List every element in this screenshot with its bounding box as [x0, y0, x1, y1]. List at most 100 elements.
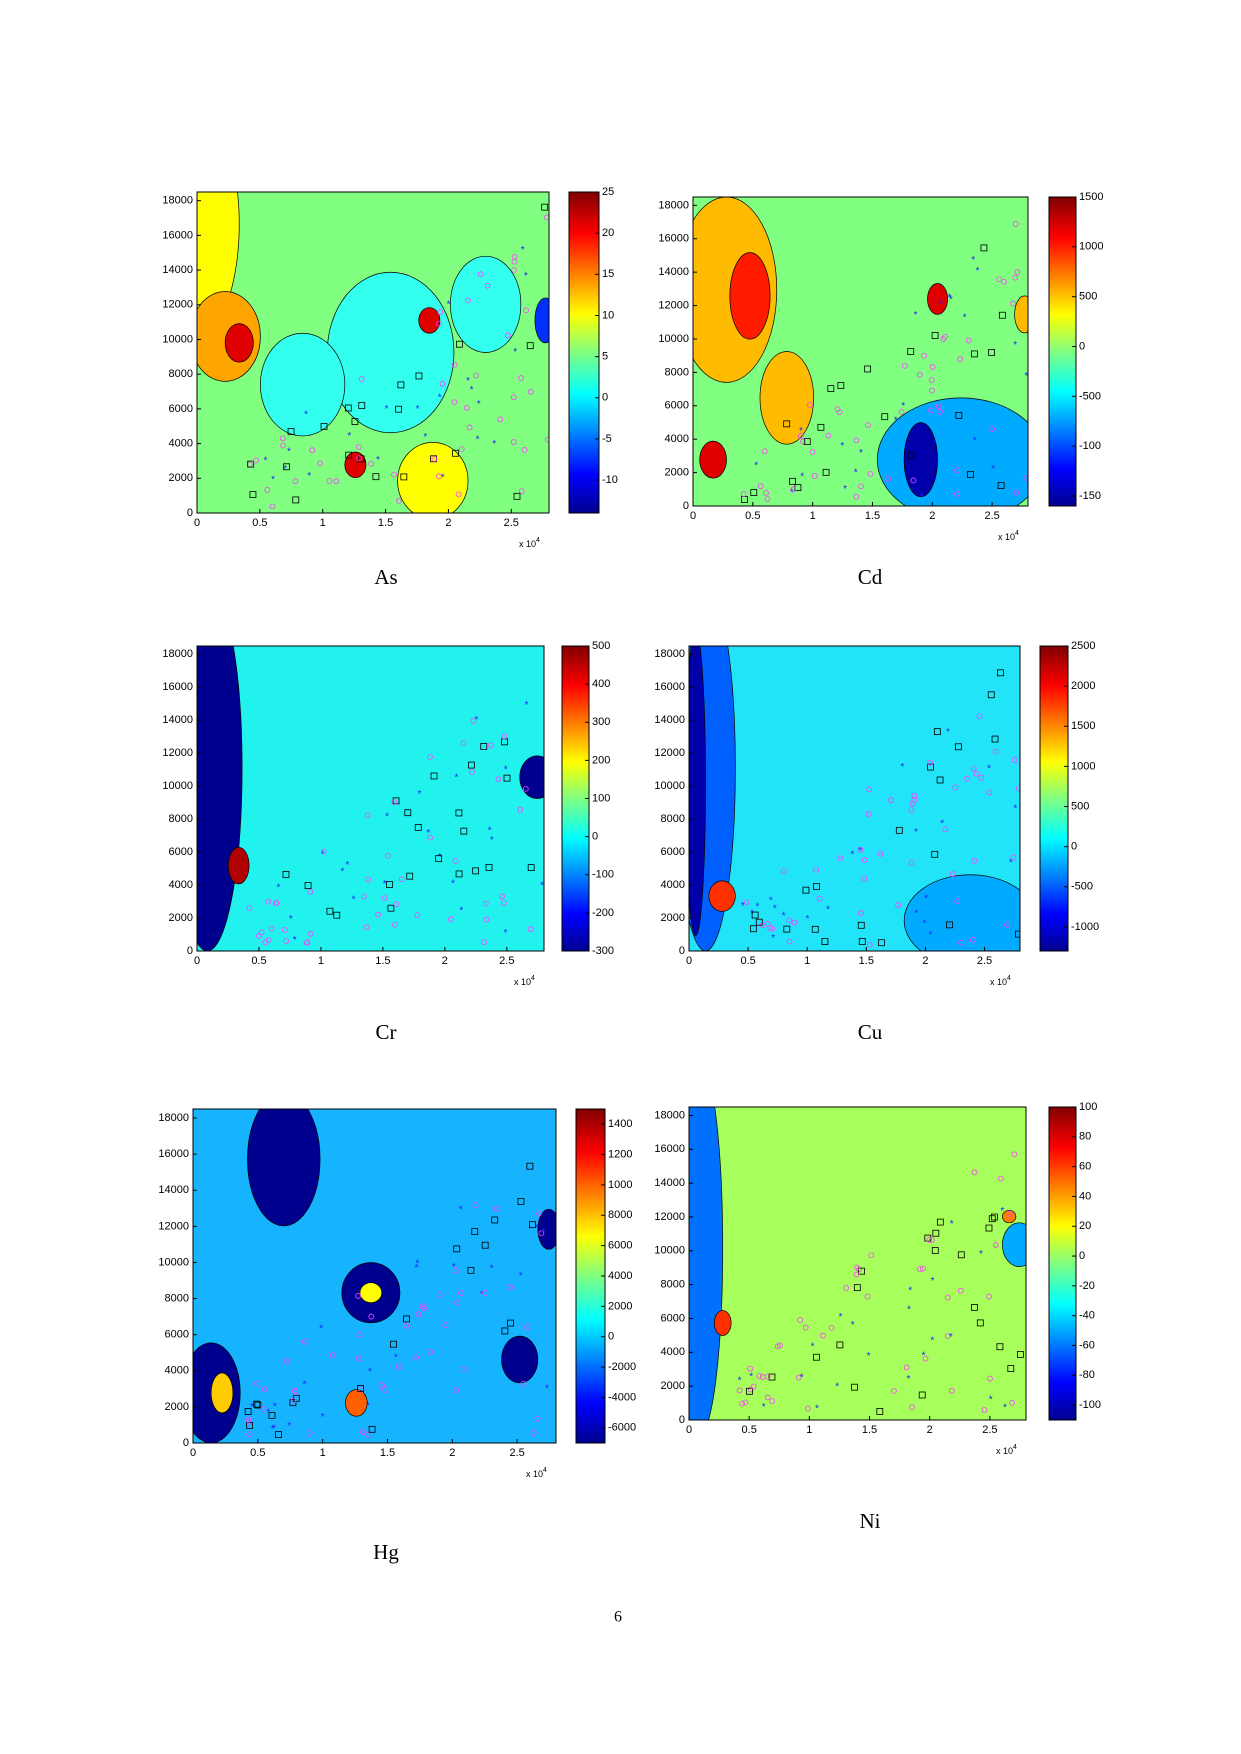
- sample-marker: [944, 1294, 951, 1301]
- sample-marker: [500, 900, 507, 907]
- sample-marker: *: [352, 894, 356, 905]
- y-tick-label: 12000: [158, 1220, 189, 1232]
- sample-marker: [258, 929, 265, 936]
- sample-marker: *: [924, 894, 928, 905]
- sample-marker: [503, 774, 511, 782]
- sample-marker: [273, 900, 279, 906]
- sample-marker: [544, 436, 549, 443]
- sample-marker: [769, 925, 776, 932]
- x-tick-label: 1: [320, 1447, 326, 1459]
- colorbar-tick-label: 1000: [1079, 241, 1103, 253]
- sample-marker: [466, 424, 473, 431]
- sample-marker: [281, 927, 288, 933]
- sample-marker: *: [264, 456, 268, 467]
- colorbar-tick-label: 0: [1079, 1250, 1085, 1262]
- sample-marker: [280, 442, 286, 449]
- x-multiplier: x 104: [514, 975, 535, 988]
- contour-region: [927, 283, 948, 315]
- sample-marker: [368, 460, 375, 467]
- sample-marker: *: [749, 1372, 753, 1383]
- caption: Cr: [376, 1020, 397, 1044]
- sample-marker: [997, 1175, 1004, 1182]
- sample-marker: [397, 381, 405, 389]
- sample-marker: [521, 447, 528, 453]
- sample-marker: [816, 895, 823, 902]
- caption: As: [374, 565, 397, 589]
- sample-marker: *: [287, 446, 291, 457]
- x-tick-label: 2.5: [504, 517, 519, 529]
- sample-marker: [472, 867, 480, 875]
- sample-marker: *: [923, 918, 927, 929]
- sample-marker: [928, 377, 935, 384]
- colorbar-tick-label: -500: [1079, 390, 1101, 402]
- x-multiplier: x 104: [998, 530, 1019, 543]
- sample-marker: [857, 846, 864, 853]
- sample-marker: *: [488, 825, 492, 836]
- x-tick-label: 1: [318, 955, 324, 967]
- sample-marker: [254, 1380, 261, 1387]
- sample-marker: [290, 1397, 297, 1404]
- sample-marker: *: [385, 404, 389, 415]
- sample-marker: [908, 807, 915, 814]
- sample-marker: *: [1013, 340, 1017, 351]
- y-tick-label: 0: [683, 500, 689, 512]
- sample-marker: [910, 477, 917, 484]
- sample-marker: [867, 471, 874, 477]
- sample-marker: [996, 1343, 1004, 1351]
- sample-marker: [746, 1387, 753, 1395]
- sample-marker: [403, 1315, 410, 1323]
- y-tick-label: 8000: [165, 1292, 189, 1304]
- sample-marker: [283, 1358, 290, 1365]
- caption: Ni: [860, 1509, 881, 1533]
- colorbar-tick-label: -200: [592, 907, 614, 919]
- sample-marker: *: [782, 911, 786, 922]
- sample-marker: *: [894, 416, 898, 427]
- sample-marker: *: [545, 1383, 549, 1394]
- sample-marker: [244, 1408, 252, 1415]
- sample-marker: [282, 871, 290, 878]
- colorbar-tick-label: -100: [1079, 440, 1101, 452]
- x-tick-label: 1.5: [859, 955, 874, 967]
- colorbar-tick-label: 8000: [608, 1209, 632, 1221]
- contour-region: [519, 755, 544, 799]
- y-tick-label: 16000: [654, 1143, 685, 1155]
- sample-marker: [820, 1332, 826, 1339]
- sample-marker: *: [304, 410, 308, 421]
- sample-marker: *: [273, 1401, 277, 1412]
- sample-marker: [511, 267, 517, 273]
- sample-marker: [929, 364, 936, 370]
- sample-marker: *: [963, 313, 967, 324]
- colorbar-tick-label: 0: [592, 831, 598, 843]
- sample-marker: [791, 919, 798, 926]
- sample-marker: [485, 863, 493, 871]
- sample-marker: [436, 320, 442, 327]
- sample-marker: *: [800, 472, 804, 483]
- sample-marker: [948, 1387, 955, 1394]
- sample-marker: [306, 1430, 313, 1436]
- sample-marker: *: [417, 789, 421, 800]
- sample-marker: [393, 901, 400, 908]
- sample-marker: [927, 763, 934, 771]
- sample-marker: [253, 1400, 261, 1408]
- sample-marker: *: [901, 401, 905, 412]
- sample-marker: [320, 423, 328, 430]
- x-tick-label: 0: [690, 510, 696, 522]
- sample-marker: [260, 1406, 267, 1412]
- sample-marker: [493, 1205, 500, 1212]
- y-tick-label: 18000: [162, 648, 193, 660]
- sample-marker: [414, 912, 421, 919]
- sample-marker: [928, 407, 934, 414]
- sample-marker: [452, 858, 459, 865]
- sample-marker: [1014, 269, 1021, 276]
- sample-marker: [803, 438, 811, 446]
- sample-marker: *: [535, 1223, 539, 1234]
- sample-marker: [1009, 1399, 1016, 1406]
- sample-marker: [465, 297, 471, 304]
- sample-marker: [856, 1266, 862, 1273]
- y-tick-label: 14000: [162, 264, 193, 276]
- contour-region: [689, 1107, 724, 1420]
- sample-marker: *: [1013, 803, 1017, 814]
- sample-marker: [427, 754, 433, 761]
- colorbar-tick-label: -1000: [1071, 921, 1099, 933]
- sample-marker: [764, 1373, 771, 1380]
